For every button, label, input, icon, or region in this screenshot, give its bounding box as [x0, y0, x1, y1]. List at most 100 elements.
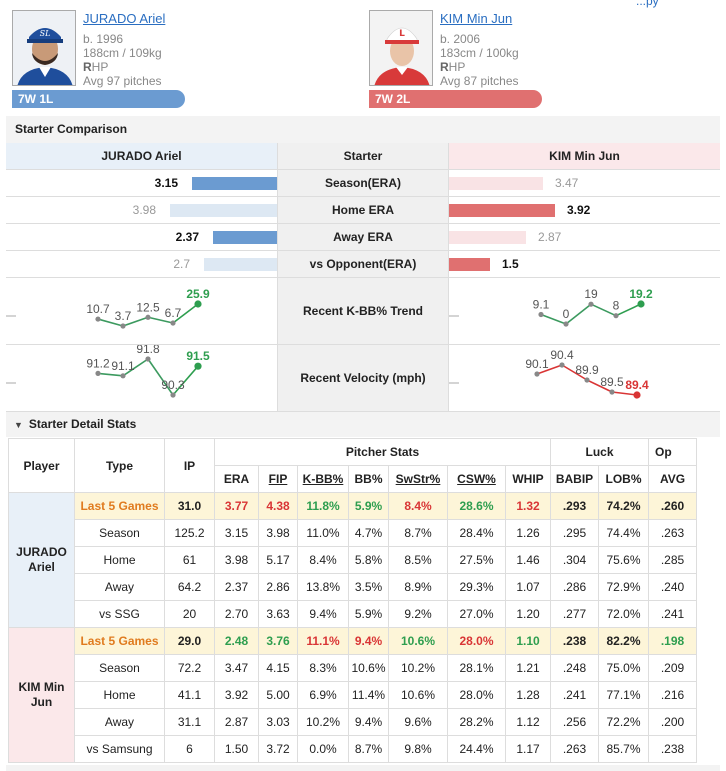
stat-cell: 3.15 [214, 519, 259, 547]
stat-cell: 75.0% [598, 654, 649, 682]
col-lob-[interactable]: LOB% [598, 465, 649, 493]
col-babip[interactable]: BABIP [550, 465, 599, 493]
sparkline-segment [590, 303, 617, 317]
comparison-left-cell: 2.37 [6, 224, 277, 250]
stat-cell: 72.9% [598, 573, 649, 601]
type-cell: Away [74, 573, 165, 601]
col-k-bb-[interactable]: K-BB% [297, 465, 349, 493]
comparison-label: Away ERA [277, 224, 449, 250]
sparkline-label: 19 [584, 287, 598, 301]
stat-cell: .238 [550, 627, 599, 655]
comparison-row: 2.7 vs Opponent(ERA) 1.5 [6, 251, 720, 278]
col-swstr-[interactable]: SwStr% [388, 465, 448, 493]
stat-cell: 3.77 [214, 492, 259, 520]
stat-cell: 6.9% [297, 681, 349, 709]
stat-cell: 13.8% [297, 573, 349, 601]
stat-cell: 10.2% [388, 654, 448, 682]
stat-cell: 8.4% [388, 492, 448, 520]
stat-cell: 1.46 [505, 546, 551, 574]
comparison-right-cell: 3.92 [449, 197, 720, 223]
sparkline-label: 90.3 [161, 378, 185, 392]
stat-cell: .286 [550, 573, 599, 601]
kbb-left-sparkline: 10.7 3.7 12.5 6.7 25.9 [6, 287, 210, 329]
col-era[interactable]: ERA [214, 465, 259, 493]
left-value-bar [204, 258, 277, 271]
player-name-link[interactable]: KIM Min Jun [440, 11, 513, 26]
sparkline-segment [172, 365, 199, 396]
sparkline-label: 6.7 [165, 306, 182, 320]
player-name-link[interactable]: JURADO Ariel [83, 11, 166, 26]
sparkline-segment [611, 391, 638, 396]
stat-cell: 28.6% [447, 492, 506, 520]
sparkline-point [194, 300, 202, 308]
comparison-header-row: JURADO Ariel Starter KIM Min Jun [6, 143, 720, 170]
table-row: Away 31.1 2.87 3.03 10.2% 9.4% 9.6% 28.2% 1.12.2… [9, 708, 697, 736]
comparison-right-cell: 1.5 [449, 251, 720, 277]
stat-cell: 27.5% [447, 546, 506, 574]
velocity-row: 91.2 91.1 91.8 90.3 91.5 Recent Velocity (mp… [6, 342, 720, 412]
stat-cell: 9.4% [297, 600, 349, 628]
type-cell: vs Samsung [74, 735, 165, 763]
sparkline-point [534, 371, 540, 377]
stat-cell: 9.4% [348, 627, 389, 655]
velo-left-chart: 91.2 91.1 91.8 90.3 91.5 [6, 342, 277, 411]
record-bar: 7W 2L [369, 90, 542, 108]
group-luck: Luck [550, 438, 649, 466]
table-row: Away 64.2 2.37 2.86 13.8% 3.5% 8.9% 29.3% 1.07.2… [9, 573, 697, 601]
stat-cell: 2.86 [258, 573, 298, 601]
velo-right-sparkline: 90.190.489.989.5 89.4 [449, 348, 649, 399]
sparkline-label: 8 [613, 299, 620, 313]
player-avg-pitches: Avg 97 pitches [83, 74, 162, 88]
collapse-triangle-icon[interactable]: ▼ [14, 420, 23, 430]
kbb-right-sparkline: 9.1 0 19 8 19.2 [449, 287, 653, 327]
stat-cell: 10.2% [297, 708, 349, 736]
type-cell: vs SSG [74, 600, 165, 628]
stat-cell: 28.1% [447, 654, 506, 682]
table-row: Season 72.2 3.47 4.15 8.3% 10.6% 10.2% 28.1% 1.2… [9, 654, 697, 682]
stat-cell: .256 [550, 708, 599, 736]
stat-cell: 8.9% [388, 573, 448, 601]
left-header: JURADO Ariel [6, 143, 277, 169]
hand-rest: HP [448, 60, 466, 74]
right-value-bar [449, 258, 490, 271]
sparkline-segment [122, 358, 149, 377]
comparison-row: 3.15 Season(ERA) 3.47 [6, 170, 720, 197]
ip-cell: 64.2 [164, 573, 215, 601]
stat-cell: 1.07 [505, 573, 551, 601]
hand-bold: R [440, 60, 449, 74]
sparkline-label: 91.1 [111, 359, 135, 373]
stat-cell: 24.4% [447, 735, 506, 763]
stat-cell: 3.03 [258, 708, 298, 736]
stat-cell: .304 [550, 546, 599, 574]
right-value: 3.47 [555, 176, 579, 190]
stat-cell: 1.20 [505, 600, 551, 628]
bottom-shade [6, 765, 720, 771]
left-value: 2.37 [175, 230, 199, 244]
col-avg[interactable]: AVG [648, 465, 697, 493]
col-whip[interactable]: WHIP [505, 465, 551, 493]
comparison-label: Home ERA [277, 197, 449, 223]
table-row: JURADO Ariel Last 5 Games 31.0 3.77 4.38 11.8… [8, 492, 697, 628]
stat-cell: .260 [648, 492, 697, 520]
comparison-section-header: Starter Comparison [6, 116, 720, 143]
detail-section-header[interactable]: ▼ Starter Detail Stats [6, 412, 720, 437]
sparkline-point [120, 373, 126, 379]
stat-cell: 77.1% [598, 681, 649, 709]
col-player: Player [8, 438, 75, 493]
corner-link[interactable]: ...py [636, 0, 659, 8]
stat-cell: 28.0% [447, 681, 506, 709]
col-bb-[interactable]: BB% [348, 465, 389, 493]
col-type: Type [74, 438, 165, 493]
stat-cell: 1.21 [505, 654, 551, 682]
stat-cell: 3.98 [258, 519, 298, 547]
right-value: 3.92 [567, 203, 591, 217]
col-csw-[interactable]: CSW% [447, 465, 506, 493]
sparkline-label: 3.7 [115, 309, 132, 323]
type-cell: Last 5 Games [74, 492, 165, 520]
stat-cell: 11.0% [297, 519, 349, 547]
stat-cell: 8.3% [297, 654, 349, 682]
col-fip[interactable]: FIP [258, 465, 298, 493]
stat-cell: 8.7% [348, 735, 389, 763]
stat-cell: 3.72 [258, 735, 298, 763]
kbb-trend-row: 10.7 3.7 12.5 6.7 25.9 Recent K-BB% Trend 9.… [6, 278, 720, 345]
